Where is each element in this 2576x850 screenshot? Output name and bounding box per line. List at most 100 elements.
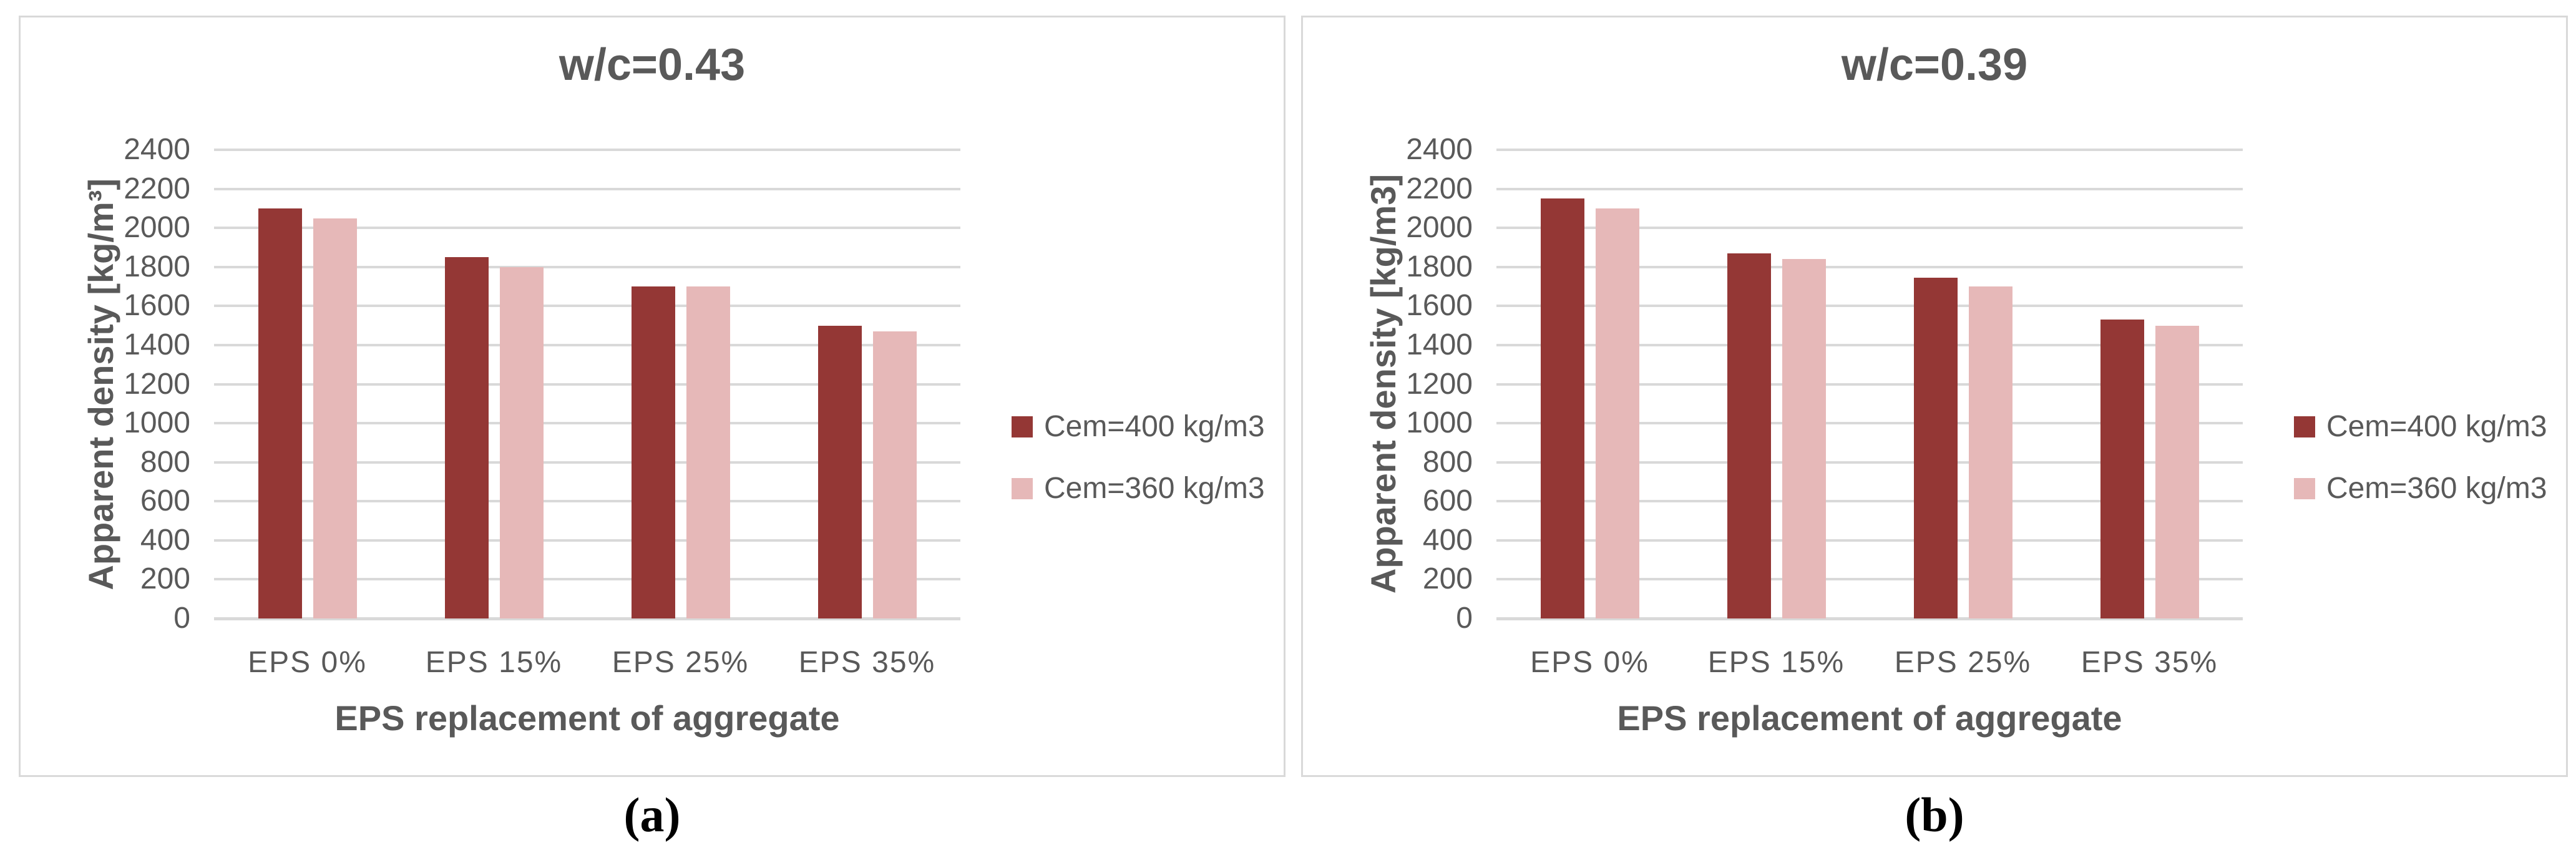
gridline [1496,187,2243,190]
bar-cem-400-kg-m3-eps-15 [444,257,489,618]
gridline [214,461,960,464]
gridline [1496,500,2243,503]
gridline [1496,383,2243,386]
legend-swatch-icon [2294,477,2315,499]
legend-label: Cem=360 kg/m3 [2326,472,2547,505]
x-category-label: EPS 15% [425,646,563,679]
y-tick-label: 2200 [1406,172,1473,205]
chart-panel-a: w/c=0.43 Apparent density [kg/m³] 0 200 40… [19,16,1286,777]
bar-cem-400-kg-m3-eps-0 [1540,198,1584,618]
y-tick-label: 1200 [124,367,190,401]
y-tick-label: 1400 [1406,328,1473,361]
gridline [1496,343,2243,346]
x-category-label: EPS 35% [798,646,936,679]
y-tick-label: 1400 [124,328,190,361]
legend-item: Cem=360 kg/m3 [1012,471,1265,506]
legend-label: Cem=400 kg/m3 [1044,410,1265,443]
legend-item: Cem=360 kg/m3 [2294,471,2547,506]
y-tick-label: 2400 [124,133,190,166]
legend-label: Cem=360 kg/m3 [1044,472,1265,505]
legend-item: Cem=400 kg/m3 [2294,409,2547,444]
y-tick-label: 1600 [124,289,190,323]
bar-cem-360-kg-m3-eps-25 [1968,286,2012,618]
gridline [214,539,960,542]
bar-cem-360-kg-m3-eps-0 [1595,208,1639,618]
legend-swatch-icon [1012,416,1033,437]
bar-cem-360-kg-m3-eps-35 [2155,325,2199,618]
chart-title: w/c=0.43 [559,40,746,90]
bar-cem-400-kg-m3-eps-35 [2100,320,2144,618]
chart-panel-b: w/c=0.39 Apparent density [kg/m3] 0 200 40… [1301,16,2568,777]
gridline [1496,149,2243,151]
x-category-label: EPS 25% [612,646,749,679]
y-tick-label: 200 [1422,562,1473,596]
legend-swatch-icon [1012,477,1033,499]
y-tick-label: 0 [1456,602,1473,635]
gridline [214,383,960,386]
y-tick-label: 1800 [1406,250,1473,283]
y-tick-label: 2200 [124,172,190,205]
gridline [1496,305,2243,308]
x-axis-title: EPS replacement of aggregate [334,698,840,738]
bar-cem-400-kg-m3-eps-15 [1727,253,1771,618]
plot-area: 0 200 400 600 800 1000 1200 1400 1600 1800 2000 220… [21,17,1284,775]
x-axis-line [1496,617,2243,620]
gridline [1496,539,2243,542]
gridline [214,227,960,230]
x-category-label: EPS 25% [1894,646,2032,679]
x-category-label: EPS 0% [248,646,367,679]
y-tick-label: 800 [140,445,190,479]
x-category-label: EPS 15% [1707,646,1845,679]
subfigure-label-b: (b) [1905,788,1964,842]
gridline [214,500,960,503]
bar-cem-360-kg-m3-eps-15 [1782,259,1826,618]
gridline [1496,227,2243,230]
gridline [1496,265,2243,268]
x-axis-title: EPS replacement of aggregate [1617,698,2122,738]
y-tick-label: 600 [140,484,190,518]
bar-cem-400-kg-m3-eps-25 [1913,277,1958,618]
subfigure-label-a: (a) [623,788,681,842]
y-tick-label: 400 [1422,523,1473,557]
y-tick-label: 1800 [124,250,190,283]
y-tick-label: 2400 [1406,133,1473,166]
y-tick-label: 0 [173,602,190,635]
x-axis-line [214,617,960,620]
legend: Cem=400 kg/m3 Cem=360 kg/m3 [2294,409,2547,506]
legend-label: Cem=400 kg/m3 [2326,410,2547,443]
y-tick-label: 600 [1422,484,1473,518]
y-tick-label: 1000 [124,406,190,440]
gridline [214,578,960,581]
y-tick-label: 1600 [1406,289,1473,323]
y-tick-label: 400 [140,523,190,557]
y-tick-label: 2000 [124,211,190,245]
gridline [214,422,960,425]
bar-cem-360-kg-m3-eps-35 [872,331,917,618]
gridline [214,149,960,151]
gridline [214,343,960,346]
bar-cem-360-kg-m3-eps-0 [313,218,357,618]
x-category-label: EPS 35% [2081,646,2218,679]
legend: Cem=400 kg/m3 Cem=360 kg/m3 [1012,409,1265,506]
chart-title: w/c=0.39 [1841,40,2028,90]
bar-cem-360-kg-m3-eps-15 [499,266,544,618]
bar-cem-400-kg-m3-eps-25 [631,286,675,618]
legend-swatch-icon [2294,416,2315,437]
gridline [1496,422,2243,425]
bar-cem-360-kg-m3-eps-25 [686,286,730,618]
gridline [1496,578,2243,581]
bar-cem-400-kg-m3-eps-35 [817,325,862,618]
legend-item: Cem=400 kg/m3 [1012,409,1265,444]
y-tick-label: 200 [140,562,190,596]
y-tick-label: 1200 [1406,367,1473,401]
gridline [214,265,960,268]
gridline [214,187,960,190]
gridline [1496,461,2243,464]
y-tick-label: 1000 [1406,406,1473,440]
y-tick-label: 2000 [1406,211,1473,245]
gridline [214,305,960,308]
x-category-label: EPS 0% [1530,646,1649,679]
bar-cem-400-kg-m3-eps-0 [258,208,302,618]
y-tick-label: 800 [1422,445,1473,479]
